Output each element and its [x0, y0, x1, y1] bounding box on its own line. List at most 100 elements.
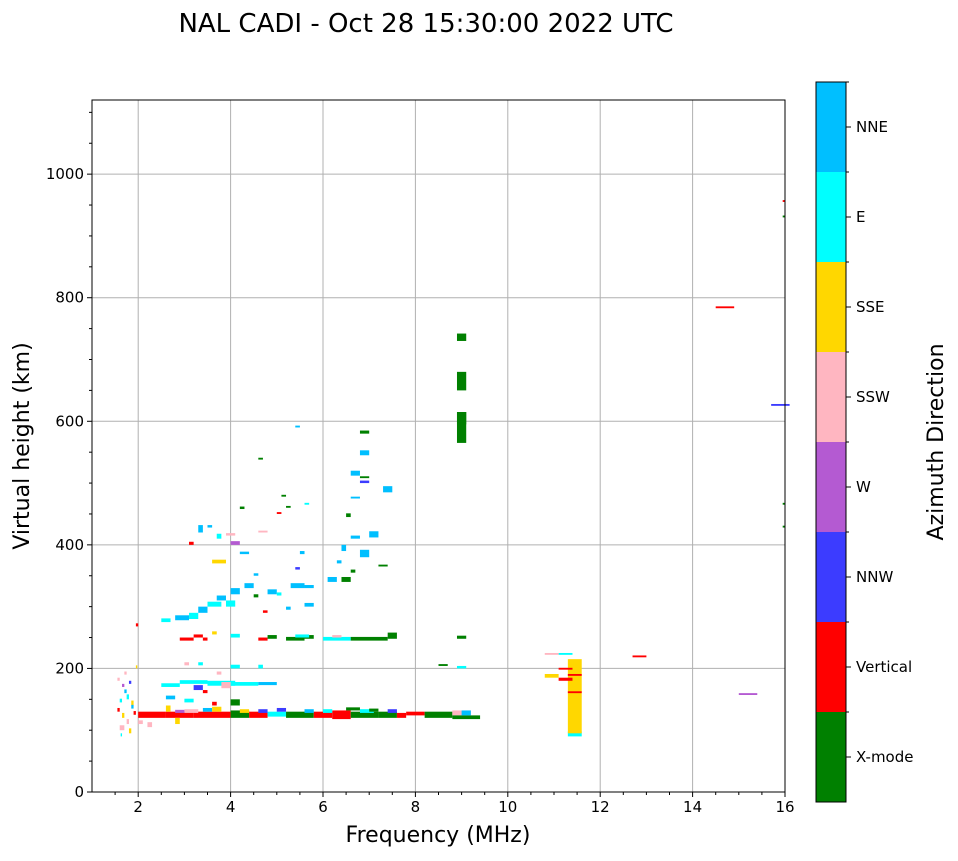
data-point-x-mode — [286, 505, 291, 508]
data-point-e — [126, 694, 129, 700]
colorbar-frame — [815, 81, 847, 803]
data-point-nne — [244, 583, 254, 589]
colorbar-swatch — [816, 172, 846, 262]
data-point-x-mode — [456, 371, 467, 391]
data-point-vertical — [632, 655, 647, 658]
data-point-nne — [175, 615, 190, 621]
data-point-nnw — [387, 709, 397, 713]
data-point-e — [216, 533, 222, 539]
colorbar: X-mode Vertical NNW W SSW SSE E NNE — [815, 81, 913, 803]
data-point-x-mode — [346, 707, 360, 711]
data-point-x-mode — [286, 711, 314, 718]
data-point-x-mode — [350, 636, 388, 641]
data-point-x-mode — [230, 710, 250, 718]
colorbar-swatch — [816, 262, 846, 352]
data-point-e — [179, 680, 208, 684]
data-point-nne — [304, 709, 314, 713]
colorbar-swatch — [816, 442, 846, 532]
data-point-ssw — [184, 662, 190, 666]
data-point-x-mode — [346, 513, 351, 518]
data-point-x-mode — [267, 635, 277, 639]
data-point-x-mode — [378, 711, 397, 718]
data-point-e — [295, 634, 310, 638]
data-point-nnw — [276, 707, 287, 712]
data-point-x-mode — [286, 636, 305, 641]
data-point-w — [230, 541, 240, 545]
data-point-x-mode — [230, 699, 240, 706]
data-point-nne — [207, 525, 213, 528]
data-point-vertical — [558, 667, 573, 670]
data-point-e — [230, 682, 259, 686]
data-point-vertical — [567, 691, 582, 694]
data-point-x-mode — [359, 476, 370, 479]
colorbar-tick-label: NNW — [856, 568, 893, 586]
data-point-e — [207, 601, 222, 607]
data-point-ssw — [147, 722, 153, 728]
data-point-ssw — [225, 533, 236, 536]
data-point-e — [323, 709, 333, 713]
data-point-nne — [230, 588, 240, 595]
data-point-x-mode — [387, 632, 397, 639]
data-point-nne — [350, 470, 360, 476]
data-point-ssw — [119, 725, 125, 731]
data-point-sse — [122, 712, 125, 718]
data-point-x-mode — [350, 711, 379, 718]
data-point-nne — [304, 602, 314, 607]
data-point-nne — [359, 549, 370, 558]
data-point-x-mode — [456, 333, 467, 341]
data-point-nne — [165, 695, 176, 700]
data-point-e — [567, 731, 582, 737]
data-point-vertical — [135, 623, 139, 627]
data-point-e — [161, 618, 171, 623]
data-point-nnw — [771, 403, 790, 406]
data-point-nnw — [128, 680, 132, 684]
data-point-nne — [350, 496, 360, 499]
data-point-e — [258, 664, 263, 669]
data-point-sse — [175, 717, 180, 725]
x-axis-label: Frequency (MHz) — [346, 823, 531, 848]
data-point-x-mode — [281, 494, 287, 497]
data-points — [117, 200, 790, 737]
data-point-nne — [290, 583, 305, 589]
data-point-vertical — [262, 610, 268, 613]
data-point-vertical — [258, 637, 268, 641]
data-point-e — [230, 664, 240, 669]
data-point-vertical — [189, 541, 194, 545]
grid-lines — [92, 100, 786, 792]
data-point-nne — [461, 710, 471, 716]
data-point-x-mode — [452, 715, 481, 720]
data-point-x-mode — [359, 430, 370, 434]
data-point-x-mode — [456, 412, 467, 443]
data-point-e — [323, 636, 351, 641]
data-point-nne — [202, 707, 213, 712]
data-point-nne — [327, 576, 337, 582]
data-point-x-mode — [258, 457, 263, 460]
y-axis-label: Virtual height (km) — [10, 342, 35, 549]
colorbar-swatch — [816, 352, 846, 442]
colorbar-tick-label: SSE — [856, 298, 885, 316]
data-point-ssw — [117, 677, 120, 681]
data-point-e — [456, 665, 467, 669]
data-point-vertical — [165, 711, 194, 718]
data-point-vertical — [212, 701, 217, 706]
data-point-sse — [135, 665, 138, 669]
data-point-vertical — [179, 637, 194, 641]
data-point-sse — [212, 559, 226, 564]
data-point-ssw — [332, 635, 342, 638]
data-point-vertical — [396, 712, 407, 718]
data-point-sse — [544, 673, 559, 678]
data-point-ssw — [221, 682, 231, 689]
y-tick-label: 1000 — [46, 165, 84, 183]
data-point-x-mode — [782, 215, 785, 218]
data-point-nnw — [295, 567, 300, 570]
data-point-e — [304, 502, 310, 505]
data-point-e — [189, 612, 199, 619]
data-point-sse — [212, 631, 217, 635]
y-tick-label: 400 — [55, 536, 84, 554]
x-axis-ticks: 2 4 6 8 10 12 14 16 — [114, 792, 795, 816]
data-point-nne — [341, 544, 347, 552]
data-point-w — [175, 709, 185, 713]
data-point-x-mode — [782, 525, 785, 528]
data-point-nnw — [258, 709, 268, 713]
